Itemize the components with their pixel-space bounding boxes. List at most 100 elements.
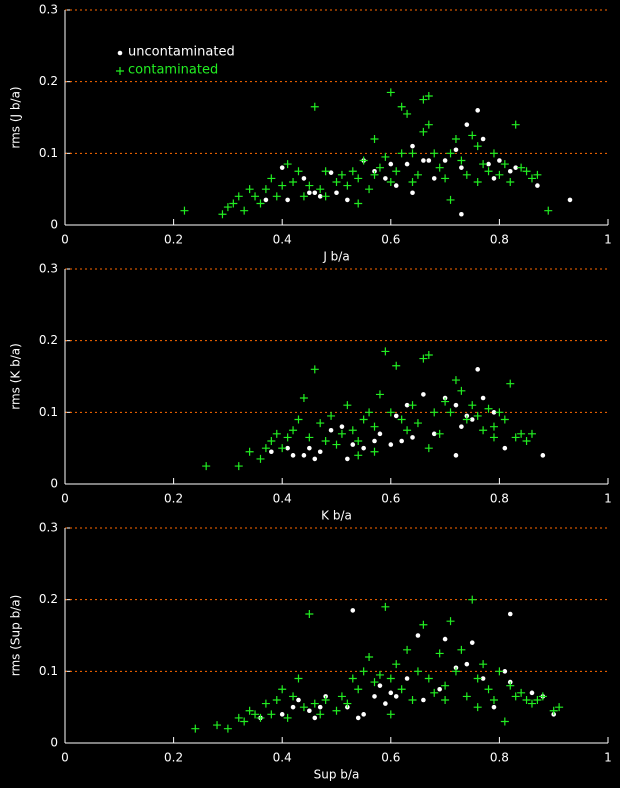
data-point xyxy=(354,451,363,460)
data-point xyxy=(312,715,318,721)
data-point xyxy=(370,170,379,179)
data-point xyxy=(245,447,254,456)
data-point xyxy=(393,413,399,419)
data-point xyxy=(480,395,486,401)
data-point xyxy=(301,176,307,181)
data-point xyxy=(383,701,388,706)
data-point xyxy=(457,386,466,395)
data-point xyxy=(459,211,464,217)
data-point xyxy=(403,645,412,654)
data-point xyxy=(393,694,399,699)
data-point xyxy=(462,170,471,179)
y-tick-label: 0.1 xyxy=(39,664,58,678)
data-point xyxy=(479,426,488,435)
data-point xyxy=(294,167,303,176)
data-point xyxy=(337,692,346,701)
data-point xyxy=(517,429,526,438)
data-point xyxy=(370,447,379,456)
data-point xyxy=(290,453,296,458)
data-point xyxy=(491,410,497,415)
data-point xyxy=(377,683,383,688)
x-tick-label: 1 xyxy=(604,233,612,247)
y-axis-label: rms (Sup b/a) xyxy=(9,595,23,677)
data-point xyxy=(431,176,437,181)
data-point xyxy=(332,706,341,715)
data-point xyxy=(240,717,249,726)
data-point xyxy=(278,685,287,694)
legend-label: contaminated xyxy=(128,63,218,78)
data-point xyxy=(397,685,406,694)
data-point xyxy=(468,595,477,604)
data-point xyxy=(307,190,312,196)
data-point xyxy=(234,713,243,722)
data-point xyxy=(180,206,189,215)
x-tick-label: 0.4 xyxy=(273,233,292,247)
data-point xyxy=(354,174,363,183)
data-point xyxy=(372,694,377,699)
y-tick-label: 0.2 xyxy=(39,74,58,88)
data-point xyxy=(404,676,410,681)
data-point xyxy=(421,392,426,397)
data-point xyxy=(393,183,399,188)
data-point xyxy=(359,415,368,424)
data-point xyxy=(392,167,401,176)
data-point xyxy=(381,347,390,356)
data-point xyxy=(317,194,323,199)
x-tick-label: 0.2 xyxy=(164,233,183,247)
data-point xyxy=(468,401,477,410)
data-point xyxy=(388,690,394,696)
data-point xyxy=(272,429,281,438)
data-point xyxy=(269,449,274,455)
data-point xyxy=(413,170,422,179)
data-point xyxy=(261,699,270,708)
data-point xyxy=(321,192,330,201)
legend-marker xyxy=(116,67,124,75)
x-tick-label: 0.4 xyxy=(273,492,292,506)
data-point xyxy=(533,696,542,704)
data-point xyxy=(426,158,432,163)
data-point xyxy=(506,681,515,690)
x-axis-label: K b/a xyxy=(321,509,352,523)
x-tick-label: 1 xyxy=(604,751,612,765)
data-point xyxy=(479,160,488,169)
y-tick-label: 0.2 xyxy=(39,333,58,347)
data-point xyxy=(473,703,482,712)
data-point xyxy=(359,667,368,676)
data-point xyxy=(480,136,486,142)
data-point xyxy=(527,429,536,438)
data-point xyxy=(506,379,515,388)
data-point xyxy=(527,699,536,708)
data-point xyxy=(469,640,475,645)
data-point xyxy=(489,422,498,431)
data-point xyxy=(441,397,450,406)
data-point xyxy=(410,143,415,149)
data-point xyxy=(486,161,491,167)
data-point xyxy=(263,197,269,203)
data-point xyxy=(386,408,395,417)
data-point xyxy=(388,442,394,447)
data-point xyxy=(475,108,480,113)
data-point xyxy=(332,440,341,449)
data-point xyxy=(500,717,509,726)
data-point xyxy=(484,685,493,694)
data-point xyxy=(484,404,493,413)
x-tick-label: 0.6 xyxy=(381,492,400,506)
data-point xyxy=(453,402,459,408)
data-point xyxy=(397,415,406,424)
data-point xyxy=(289,426,298,435)
data-point xyxy=(234,462,243,471)
data-point xyxy=(256,713,265,722)
data-point xyxy=(290,704,296,710)
data-point xyxy=(424,674,433,683)
y-tick-label: 0.3 xyxy=(39,521,58,535)
data-point xyxy=(375,163,384,172)
data-point xyxy=(473,142,482,151)
data-point xyxy=(419,620,428,629)
data-point xyxy=(511,120,520,129)
data-point xyxy=(334,190,339,196)
data-point xyxy=(441,174,450,183)
data-point xyxy=(256,454,265,463)
data-point xyxy=(424,120,433,129)
data-point xyxy=(462,415,471,424)
